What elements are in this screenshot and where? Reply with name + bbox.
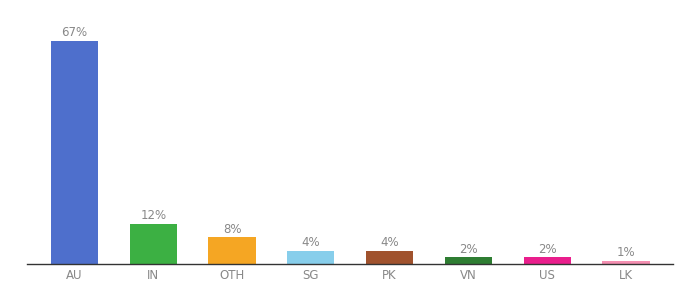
Bar bbox=[208, 237, 256, 264]
Text: 12%: 12% bbox=[140, 209, 167, 222]
Bar bbox=[287, 251, 335, 264]
Bar bbox=[51, 41, 98, 264]
Bar bbox=[445, 257, 492, 264]
Bar bbox=[130, 224, 177, 264]
Bar bbox=[366, 251, 413, 264]
Bar bbox=[602, 261, 649, 264]
Text: 4%: 4% bbox=[301, 236, 320, 249]
Text: 2%: 2% bbox=[538, 243, 556, 256]
Text: 1%: 1% bbox=[617, 246, 635, 259]
Text: 4%: 4% bbox=[380, 236, 399, 249]
Text: 67%: 67% bbox=[61, 26, 88, 39]
Text: 8%: 8% bbox=[223, 223, 241, 236]
Text: 2%: 2% bbox=[459, 243, 477, 256]
Bar bbox=[524, 257, 571, 264]
